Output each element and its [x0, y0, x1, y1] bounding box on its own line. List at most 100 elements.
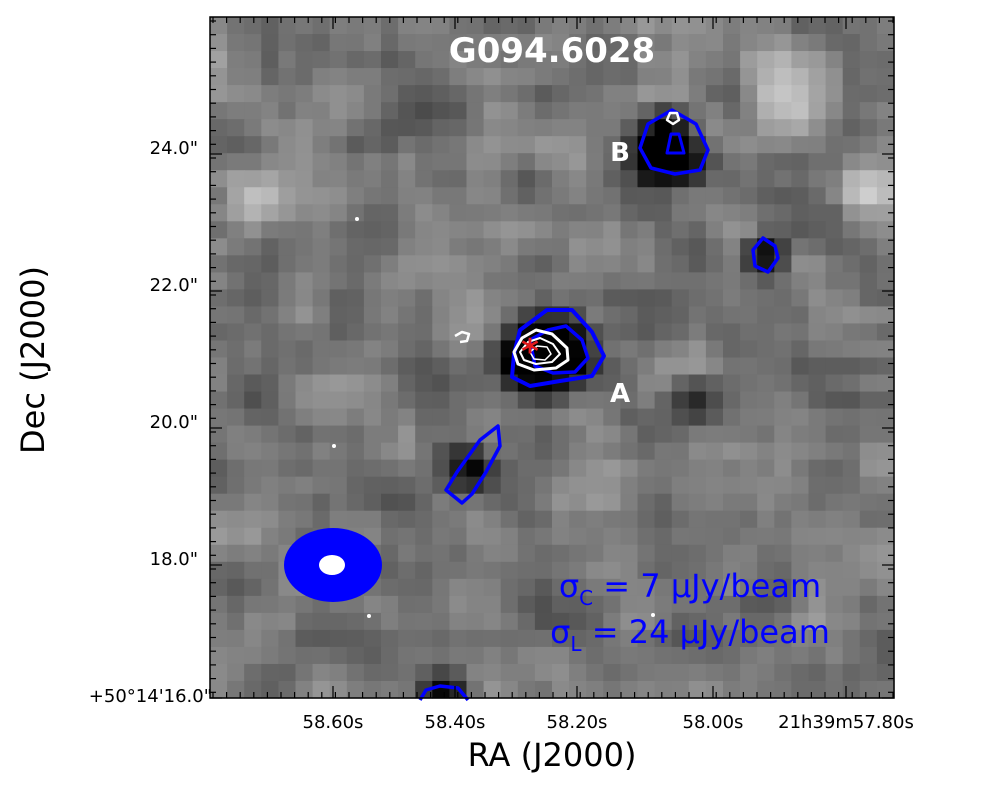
image-pixel: [500, 323, 519, 342]
image-pixel: [740, 612, 758, 631]
image-pixel: [483, 510, 502, 529]
image-pixel: [312, 612, 331, 631]
image-pixel: [534, 340, 553, 359]
image-pixel: [859, 629, 878, 648]
image-pixel: [586, 442, 604, 461]
image-pixel: [671, 272, 690, 291]
image-pixel: [449, 476, 468, 495]
image-pixel: [876, 595, 895, 614]
image-pixel: [244, 102, 262, 120]
image-pixel: [466, 612, 485, 631]
image-pixel: [261, 595, 279, 614]
image-pixel: [534, 102, 553, 120]
image-pixel: [774, 68, 792, 86]
image-pixel: [432, 153, 450, 171]
contour-dot: [332, 444, 336, 448]
image-pixel: [312, 493, 331, 512]
image-pixel: [723, 527, 741, 546]
image-pixel: [688, 187, 707, 205]
image-pixel: [774, 391, 792, 410]
image-pixel: [654, 187, 673, 205]
image-pixel: [346, 340, 365, 359]
image-pixel: [791, 289, 810, 308]
image-pixel: [859, 306, 878, 325]
image-pixel: [842, 374, 861, 393]
image-pixel: [363, 680, 382, 699]
image-pixel: [586, 544, 604, 563]
image-pixel: [637, 425, 656, 444]
image-pixel: [363, 34, 382, 52]
image-pixel: [603, 289, 621, 308]
image-pixel: [432, 663, 450, 682]
image-pixel: [876, 357, 895, 376]
image-pixel: [381, 527, 399, 546]
image-pixel: [552, 255, 570, 273]
image-pixel: [552, 187, 570, 205]
image-pixel: [825, 153, 844, 171]
image-pixel: [244, 51, 262, 69]
image-pixel: [740, 153, 758, 171]
image-pixel: [808, 646, 827, 665]
image-pixel: [825, 102, 844, 120]
image-pixel: [842, 561, 861, 580]
image-pixel: [244, 442, 262, 461]
image-pixel: [500, 238, 519, 256]
image-pixel: [740, 204, 758, 222]
image-pixel: [654, 561, 673, 580]
image-pixel: [483, 187, 502, 205]
image-pixel: [842, 612, 861, 631]
image-pixel: [278, 34, 297, 52]
image-pixel: [534, 238, 553, 256]
image-pixel: [723, 561, 741, 580]
image-pixel: [774, 289, 792, 308]
image-pixel: [552, 136, 570, 154]
image-pixel: [825, 221, 844, 239]
image-pixel: [859, 323, 878, 342]
image-pixel: [791, 561, 810, 580]
image-pixel: [774, 204, 792, 222]
image-pixel: [705, 68, 724, 86]
image-pixel: [483, 663, 502, 682]
image-pixel: [398, 187, 416, 205]
image-pixel: [808, 374, 827, 393]
image-pixel: [346, 612, 365, 631]
image-pixel: [859, 102, 878, 120]
image-pixel: [210, 255, 228, 273]
beam-ellipse: [284, 528, 382, 602]
image-pixel: [603, 629, 621, 648]
image-pixel: [603, 408, 621, 427]
image-pixel: [740, 136, 758, 154]
y-tick-label: 24.0": [150, 138, 198, 159]
image-pixel: [791, 357, 810, 376]
image-pixel: [415, 544, 433, 563]
image-pixel: [312, 238, 331, 256]
image-pixel: [517, 527, 536, 546]
image-pixel: [312, 68, 331, 86]
image-pixel: [705, 306, 724, 325]
image-pixel: [381, 493, 399, 512]
image-pixel: [261, 306, 279, 325]
image-pixel: [329, 612, 348, 631]
image-pixel: [825, 629, 844, 648]
image-pixel: [483, 408, 502, 427]
image-pixel: [432, 510, 450, 529]
image-pixel: [398, 34, 416, 52]
image-pixel: [859, 391, 878, 410]
image-pixel: [842, 306, 861, 325]
image-pixel: [227, 272, 245, 291]
image-pixel: [876, 663, 895, 682]
image-pixel: [586, 391, 604, 410]
image-pixel: [671, 680, 690, 699]
image-pixel: [791, 680, 810, 699]
image-pixel: [449, 221, 468, 239]
image-pixel: [483, 527, 502, 546]
image-pixel: [586, 680, 604, 699]
image-pixel: [603, 51, 621, 69]
image-pixel: [381, 204, 399, 222]
image-pixel: [671, 629, 690, 648]
image-pixel: [227, 34, 245, 52]
image-pixel: [346, 391, 365, 410]
image-pixel: [483, 68, 502, 86]
image-pixel: [569, 442, 587, 461]
image-pixel: [620, 493, 639, 512]
